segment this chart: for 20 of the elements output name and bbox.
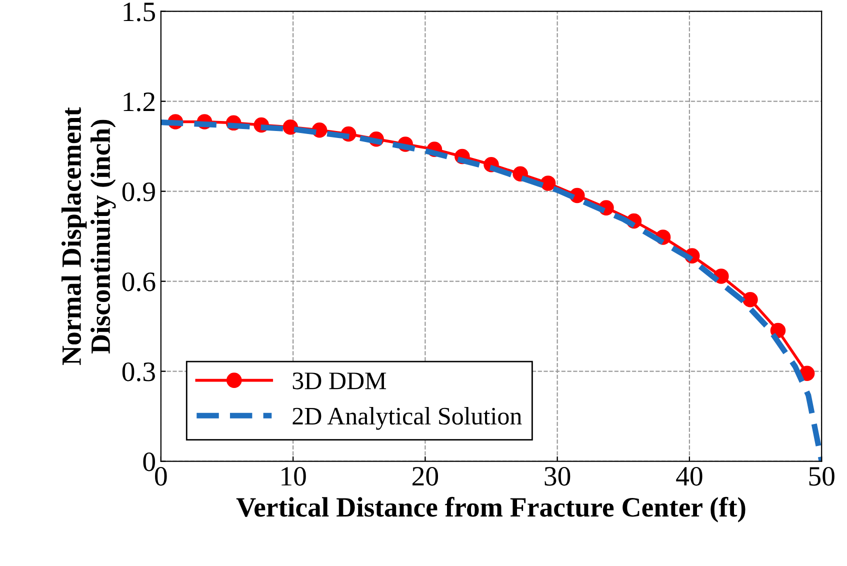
y-tick-label: 1.5 [124,2,155,22]
legend-label: 3D DDM [292,372,386,390]
y-axis-title: Normal Displacement Discontinuity (inch) [61,107,116,365]
y-tick-label: 0.9 [122,182,155,202]
point [540,176,556,191]
y-tick-label: 0.6 [122,272,156,292]
x-tick-label: 30 [544,466,570,486]
legend-label: 2D Analytical Solution [292,407,522,430]
point [282,119,298,135]
point [770,322,786,338]
x-tick-label: 10 [282,466,306,486]
x-tick-label: 20 [412,466,438,486]
x-tick-label: 40 [676,466,702,486]
y-tick-label: 0.3 [122,362,155,382]
point [742,292,758,308]
x-tick-label: 50 [809,466,834,486]
point [799,366,815,382]
y-tick-label: 0 [143,452,156,472]
x-axis-title: Vertical Distance from Fracture Center (ft) [236,496,746,522]
y-tick-label: 1.2 [124,92,155,112]
